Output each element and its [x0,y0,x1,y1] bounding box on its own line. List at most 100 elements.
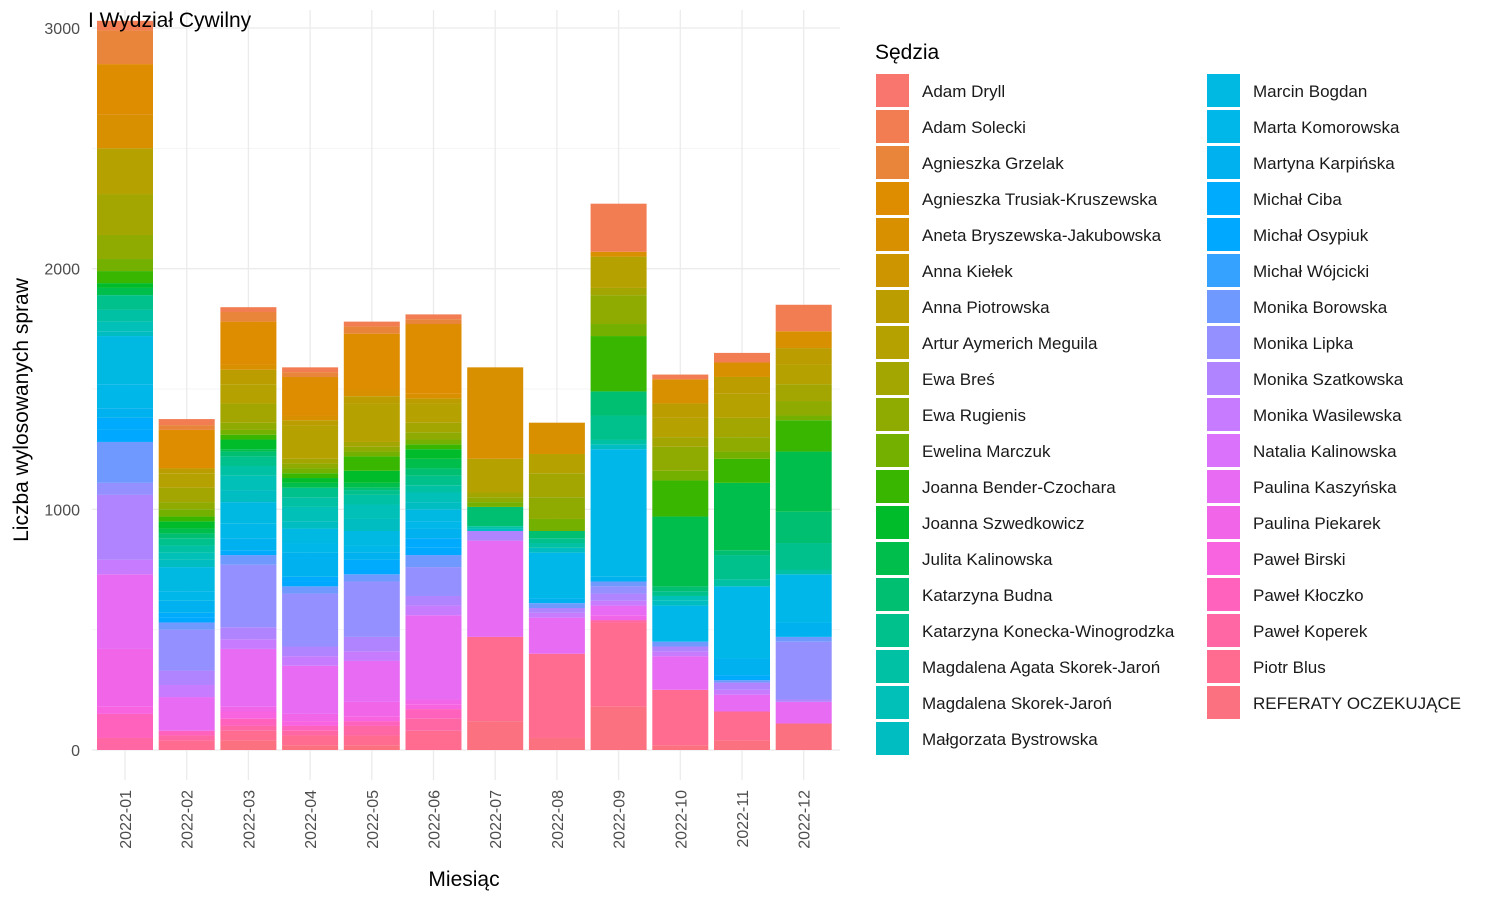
bar-segment [343,735,400,746]
bar-segment [590,593,647,601]
bar-segment [97,114,153,149]
bar-segment [343,441,400,447]
bar-segment [343,403,400,442]
bar-segment [405,492,462,503]
bar-segment [528,737,585,750]
bar-segment [775,415,832,421]
bar-segment [343,326,400,334]
legend-key [876,434,909,467]
bar-segment [652,446,709,471]
x-tick-label: 2022-01 [118,790,135,849]
legend-label: Agnieszka Trusiak-Kruszewska [922,190,1158,209]
bar-segment [97,648,153,707]
bar-segment [405,699,462,705]
bar-segment [97,706,153,714]
bar-segment [282,468,339,474]
bar-segment [220,648,277,707]
bar-segment [158,600,215,613]
bar-segment [714,675,770,681]
legend-key [876,722,909,755]
bar-segment [97,20,153,31]
bar-segment [97,64,153,115]
bar-segment [282,425,339,459]
legend-key [1207,326,1240,359]
bar-segment [282,478,339,483]
bar-segment [714,658,770,676]
bar-segment [220,627,277,640]
legend-key [876,74,909,107]
bar-segment [282,646,339,657]
y-tick-label: 1000 [44,502,80,519]
bar-segment [652,374,709,380]
bar-segment [714,437,770,452]
bar-segment [97,271,153,284]
legend-key [1207,146,1240,179]
bar-segment [343,504,400,519]
x-tick-label: 2022-06 [427,790,444,849]
bar-segment [467,530,524,541]
bar-segment [775,636,832,642]
bar-segment [405,595,462,606]
bar-segment [528,612,585,618]
bar-segment [528,608,585,613]
bar-segment [528,530,585,539]
bar-segment [343,321,400,327]
bar-segment [775,622,832,637]
bar-segment [467,636,524,722]
bar-segment [775,641,832,700]
legend-key [1207,614,1240,647]
y-axis-ticks: 0 1000 2000 3000 [44,21,80,760]
legend-label: Monika Szatkowska [1253,370,1404,389]
bar-segment [158,685,215,698]
legend-key [876,110,909,143]
bar-segment [220,550,277,556]
bar-segment [220,538,277,551]
legend-key [876,650,909,683]
legend-label: Piotr Blus [1253,658,1326,677]
legend-label: Michał Wójcicki [1253,262,1369,281]
bar-segment [652,689,709,746]
bar-segment [714,376,770,394]
bar-segment [775,331,832,349]
legend-label: Katarzyna Budna [922,586,1053,605]
legend-label: Paweł Kłoczko [1253,586,1364,605]
bar-segment [282,521,339,529]
bar-segment [97,713,153,738]
bar-segment [467,540,524,637]
bar-segment [714,579,770,587]
bar-segment [528,473,585,498]
x-tick-label: 2022-02 [180,790,197,849]
bar-segment [343,482,400,488]
bar-segment [775,304,832,332]
bar-segment [652,591,709,596]
bar-segment [590,415,647,440]
bar-segment [158,730,215,736]
bar-segment [405,314,462,320]
bar-segment [158,591,215,601]
bar-segment [714,482,770,551]
bar-segment [220,451,277,457]
bar-segment [343,660,400,702]
bar-segment [282,735,339,746]
legend-key [1207,74,1240,107]
bar-segment [158,419,215,426]
bar-segment [467,497,524,503]
bar-segment [652,641,709,647]
legend-key [1207,470,1240,503]
bar-segment [714,393,770,418]
bar-segment [97,283,153,288]
bar-segment [343,574,400,582]
bar-segment [343,494,400,505]
legend-key [1207,110,1240,143]
legend-label: Monika Borowska [1253,298,1388,317]
bar-segment [282,506,339,522]
bar-segment [220,740,277,750]
x-tick-label: 2022-03 [241,790,258,849]
bar-segment [590,706,647,750]
legend-label: Adam Solecki [922,118,1026,137]
bar-segment [590,620,647,623]
bar-segment [775,574,832,623]
bar-segment [220,449,277,452]
bar-segment [158,629,215,671]
